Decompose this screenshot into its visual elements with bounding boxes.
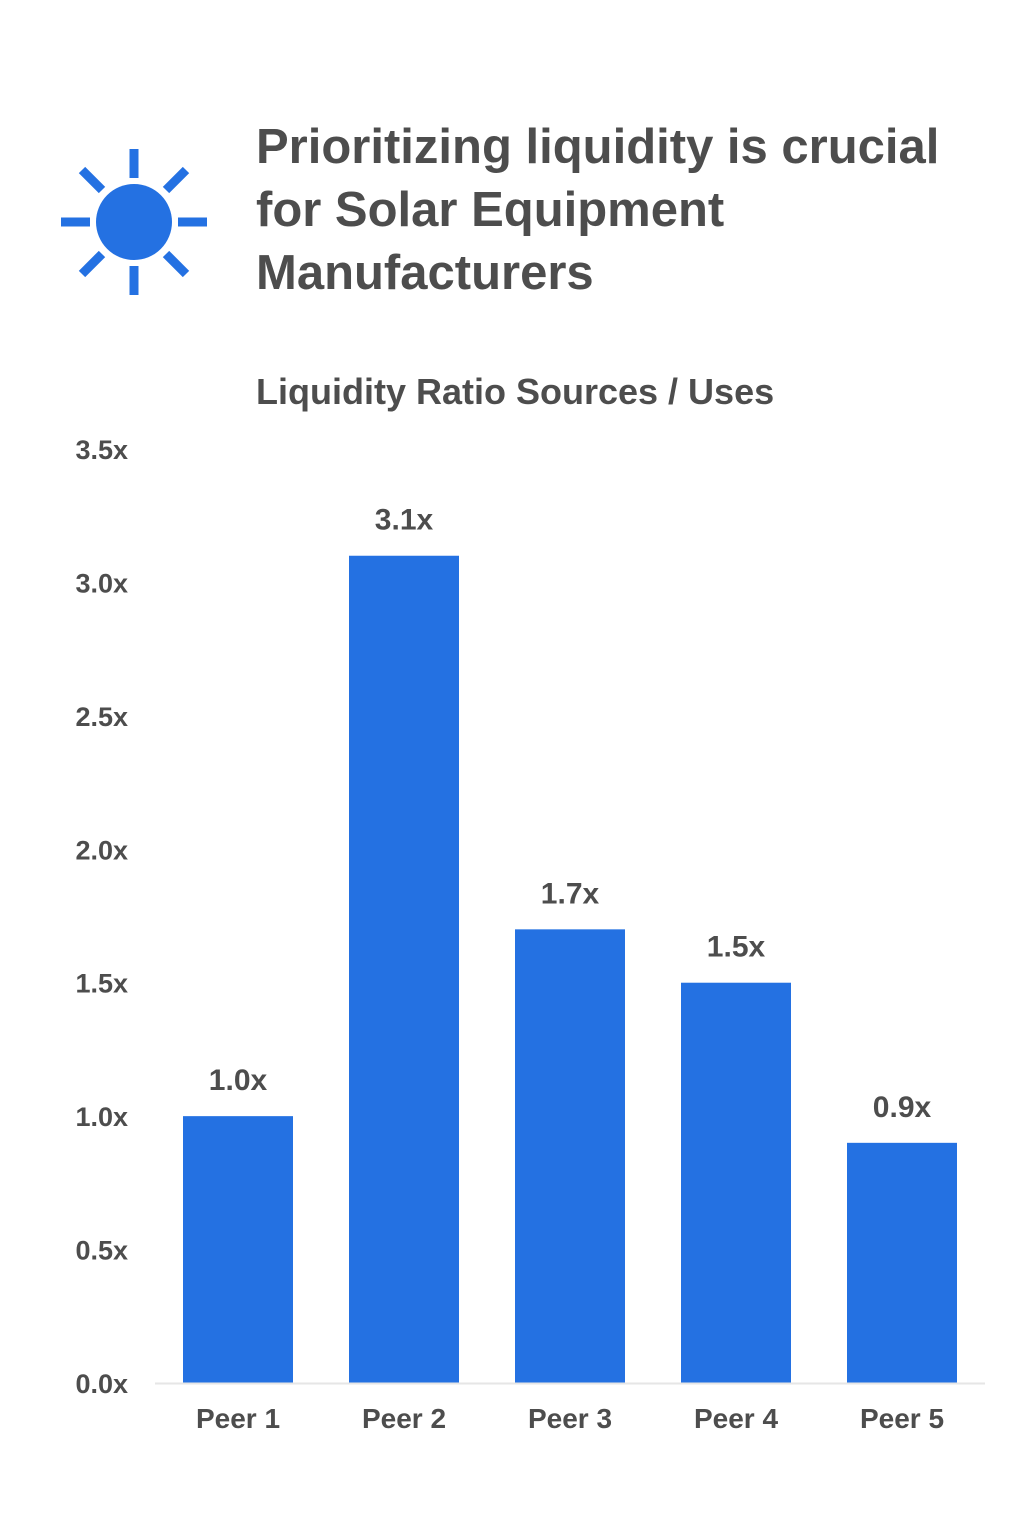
data-label: 1.7x <box>541 877 600 910</box>
y-tick-label: 1.5x <box>75 969 128 999</box>
x-tick-label: Peer 4 <box>694 1403 778 1434</box>
header: Prioritizing liquidity is crucial for So… <box>0 0 1016 340</box>
y-tick-label: 3.5x <box>75 435 128 465</box>
data-label: 1.0x <box>209 1064 268 1097</box>
y-tick-label: 0.0x <box>75 1369 128 1399</box>
y-tick-label: 0.5x <box>75 1236 128 1266</box>
value-labels: 1.0x 3.1x 1.7x 1.5x 0.9x <box>209 504 932 1124</box>
bar-peer-2 <box>349 555 459 1383</box>
page-title: Prioritizing liquidity is crucial for So… <box>256 120 940 300</box>
bar-peer-3 <box>515 929 625 1383</box>
bar-peer-1 <box>183 1116 293 1383</box>
x-tick-label: Peer 1 <box>196 1403 280 1434</box>
x-tick-label: Peer 5 <box>860 1403 944 1434</box>
bars <box>183 555 957 1383</box>
y-tick-label: 2.5x <box>75 702 128 732</box>
data-label: 3.1x <box>375 504 434 537</box>
sun-icon <box>61 149 207 295</box>
y-axis: 0.0x 0.5x 1.0x 1.5x 2.0x 2.5x 3.0x 3.5x <box>75 435 128 1399</box>
y-tick-label: 3.0x <box>75 568 128 598</box>
x-tick-label: Peer 3 <box>528 1403 612 1434</box>
data-label: 1.5x <box>707 931 766 964</box>
chart-title: Liquidity Ratio Sources / Uses <box>256 371 775 412</box>
data-label: 0.9x <box>873 1091 932 1124</box>
y-tick-label: 2.0x <box>75 835 128 865</box>
x-axis: Peer 1 Peer 2 Peer 3 Peer 4 Peer 5 <box>155 1382 985 1434</box>
bar-chart: 0.0x 0.5x 1.0x 1.5x 2.0x 2.5x 3.0x 3.5x 1.0x 3.1… <box>75 435 985 1434</box>
bar-peer-4 <box>681 982 791 1383</box>
x-tick-label: Peer 2 <box>362 1403 446 1434</box>
bar-peer-5 <box>847 1142 957 1383</box>
y-tick-label: 1.0x <box>75 1102 128 1132</box>
